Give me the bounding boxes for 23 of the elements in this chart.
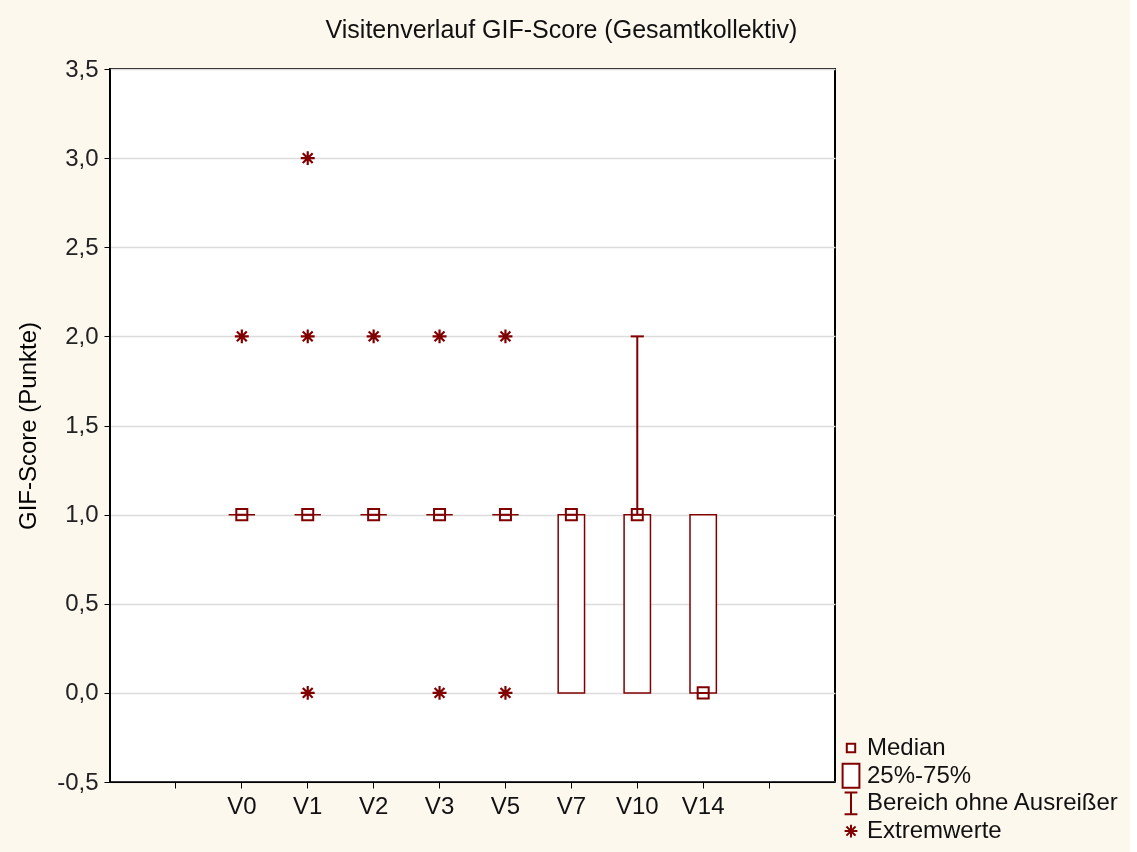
y-tick-label: 3,0 xyxy=(65,143,99,171)
x-tick-label: V2 xyxy=(358,791,389,819)
y-tick-label: 2,0 xyxy=(65,321,99,349)
text: Bereich ohne Ausreißer xyxy=(867,788,1118,816)
y-axis-title: GIF-Score (Punkte) xyxy=(14,321,42,531)
y-tick-label: -0,5 xyxy=(57,767,99,795)
y-tick-label: 0,5 xyxy=(65,589,99,617)
x-tick-label: V0 xyxy=(227,791,257,819)
x-tick-label: V3 xyxy=(424,791,455,819)
text: Extremwerte xyxy=(867,816,1002,844)
y-tick-label: 0,0 xyxy=(65,678,99,706)
x-tick-label: V14 xyxy=(681,791,725,819)
x-tick-label: V7 xyxy=(556,791,587,819)
y-tick-label: 1,5 xyxy=(65,411,99,438)
chart-title: Visitenverlauf GIF-Score (Gesamtkollektiv) xyxy=(325,15,798,43)
x-tick-label: V10 xyxy=(615,791,659,819)
y-tick-label: 2,5 xyxy=(65,232,99,260)
y-tick-label: 1,0 xyxy=(65,500,99,528)
y-tick-label: 3,5 xyxy=(65,54,99,82)
x-tick-label: V5 xyxy=(490,791,521,819)
x-tick-label: V1 xyxy=(293,791,323,819)
text: 25%-75% xyxy=(867,760,972,788)
text: Median xyxy=(867,733,946,760)
